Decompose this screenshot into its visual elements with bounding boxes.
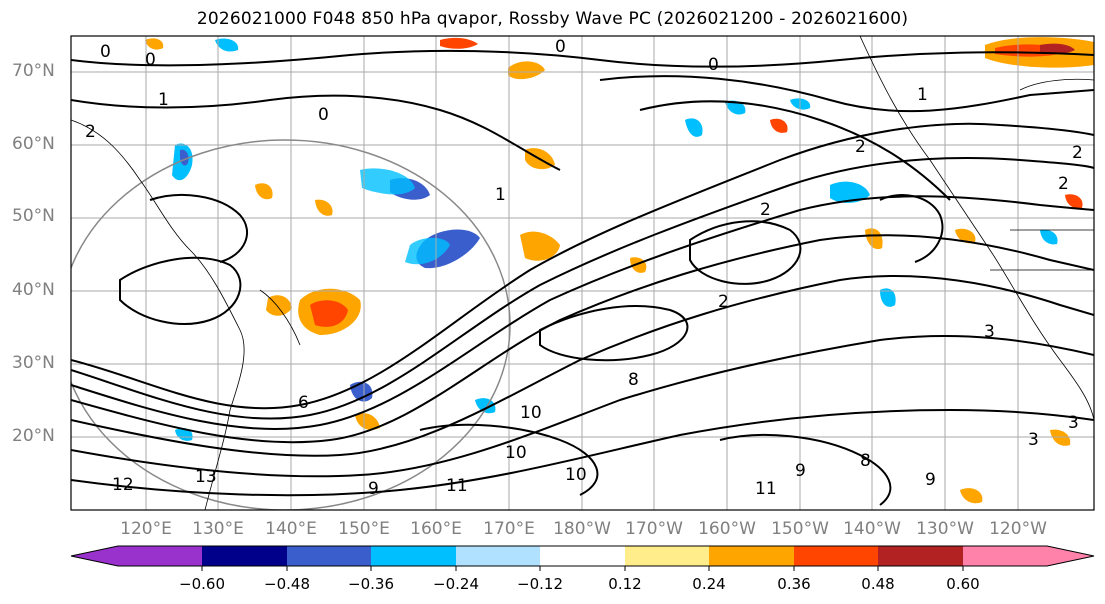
contour-label: 3 xyxy=(1028,430,1039,450)
colorbar-segment xyxy=(540,546,625,566)
lat-label-50n: 50°N xyxy=(12,206,55,226)
lat-label-30n: 30°N xyxy=(12,353,55,373)
contour-label: 2 xyxy=(855,137,866,157)
contour-label: 12 xyxy=(112,475,134,495)
contour-label: 9 xyxy=(795,461,806,481)
contour-label: 1 xyxy=(158,90,169,110)
lon-label-160w: 160°W xyxy=(698,519,756,539)
contour-label: 9 xyxy=(925,470,936,490)
colorbar-segment xyxy=(456,546,540,566)
contour-label: 3 xyxy=(1068,413,1079,433)
contour-label-group: 0 0 0 0 1 1 2 2 2 2 2 3 3 3 6 8 9 9 10 1… xyxy=(85,37,1083,499)
contour-label: 0 xyxy=(100,42,111,62)
colorbar-outline xyxy=(70,545,1095,567)
colorbar-extend-low xyxy=(71,546,118,566)
colorbar-tick-label: −0.48 xyxy=(264,575,310,593)
lon-label-120e: 120°E xyxy=(120,519,172,539)
lon-label-140w: 140°W xyxy=(843,519,901,539)
colorbar-tick-label: −0.36 xyxy=(348,575,394,593)
colorbar-segment xyxy=(963,546,1047,566)
contour-label: 8 xyxy=(628,370,639,390)
lon-label-160e: 160°E xyxy=(410,519,462,539)
colorbar-tick-label: −0.60 xyxy=(179,575,225,593)
contour-label: 13 xyxy=(195,467,217,487)
map-frame xyxy=(70,35,1095,511)
contour-label: 0 xyxy=(708,55,719,75)
colorbar-segment xyxy=(625,546,709,566)
lon-label-130w: 130°W xyxy=(916,519,974,539)
contour-label: 2 xyxy=(718,292,729,312)
colorbar-tick-label: 0.36 xyxy=(777,575,811,593)
contour-label: 1 xyxy=(917,85,928,105)
colorbar-segment xyxy=(794,546,878,566)
colorbar-tick-label: −0.24 xyxy=(433,575,479,593)
colorbar-extend-high xyxy=(1047,546,1094,566)
contour-label: 10 xyxy=(520,403,542,423)
contour-label: 11 xyxy=(755,479,777,499)
lon-label-130e: 130°E xyxy=(192,519,244,539)
contour-label: 10 xyxy=(565,465,587,485)
lat-label-40n: 40°N xyxy=(12,280,55,300)
colorbar-segment xyxy=(371,546,456,566)
colorbar-ticks xyxy=(201,566,964,571)
contour-label: 6 xyxy=(298,393,309,413)
colorbar-segment xyxy=(118,546,202,566)
contour-label: 0 xyxy=(555,37,566,57)
contour-label: 2 xyxy=(1072,143,1083,163)
map-contents: 0 0 0 0 1 1 2 2 2 2 2 3 3 3 6 8 9 9 10 1… xyxy=(71,36,1094,510)
contour-label: 2 xyxy=(760,200,771,220)
colorbar-segment xyxy=(287,546,371,566)
lat-label-60n: 60°N xyxy=(12,134,55,154)
contour-label: 2 xyxy=(1058,174,1069,194)
lat-label-20n: 20°N xyxy=(12,426,55,446)
colorbar-tick-label: 0.24 xyxy=(692,575,726,593)
contour-label: 1 xyxy=(495,185,506,205)
lon-label-170w: 170°W xyxy=(625,519,683,539)
colorbar-segment xyxy=(202,546,287,566)
lon-label-170e: 170°E xyxy=(483,519,535,539)
contour-label: 11 xyxy=(446,476,468,496)
contour-label: 3 xyxy=(984,322,995,342)
contour-label: 10 xyxy=(505,443,527,463)
lon-label-140e: 140°E xyxy=(265,519,317,539)
lon-label-180w: 180°W xyxy=(553,519,611,539)
lon-label-150e: 150°E xyxy=(338,519,390,539)
contour-lines xyxy=(71,49,1094,506)
colorbar-tick-label: 0.12 xyxy=(608,575,642,593)
colorbar-tick-label: −0.12 xyxy=(517,575,563,593)
contour-label: 0 xyxy=(145,50,156,70)
colorbar xyxy=(70,545,1095,571)
chart-title: 2026021000 F048 850 hPa qvapor, Rossby W… xyxy=(196,9,909,29)
contour-label: 0 xyxy=(318,105,329,125)
colorbar-segment xyxy=(709,546,794,566)
lat-label-70n: 70°N xyxy=(12,61,55,81)
contour-label: 2 xyxy=(85,122,96,142)
contour-label: 8 xyxy=(860,451,871,471)
lon-label-150w: 150°W xyxy=(771,519,829,539)
contour-label: 9 xyxy=(368,479,379,499)
colorbar-tick-label: 0.60 xyxy=(946,575,980,593)
colorbar-tick-label: 0.48 xyxy=(861,575,895,593)
lon-label-120w: 120°W xyxy=(989,519,1047,539)
colorbar-segment xyxy=(878,546,963,566)
